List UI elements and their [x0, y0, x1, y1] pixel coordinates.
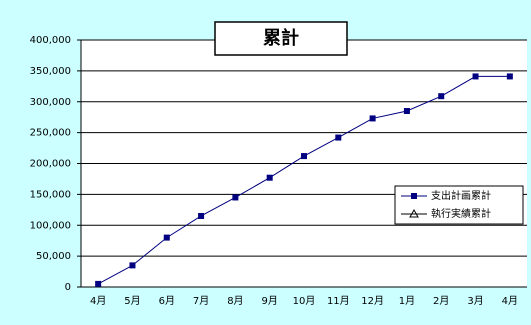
marker — [403, 108, 410, 115]
y-tick-label: 0 — [65, 282, 71, 293]
marker — [198, 212, 205, 219]
marker — [472, 73, 479, 80]
y-tick-label: 350,000 — [30, 66, 71, 77]
x-tick-label: 9月 — [262, 295, 278, 307]
x-tick-label: 1月 — [399, 295, 415, 307]
x-tick-label: 7月 — [193, 295, 209, 307]
y-tick-label: 250,000 — [30, 128, 71, 139]
legend-marker — [411, 193, 417, 199]
y-tick-label: 150,000 — [30, 189, 71, 200]
legend-marker — [409, 208, 419, 218]
x-tick-label: 3月 — [467, 295, 483, 307]
marker — [129, 262, 136, 269]
y-tick-label: 100,000 — [30, 220, 71, 231]
chart-title: 累計 — [263, 27, 299, 49]
x-tick-label: 4月 — [90, 295, 106, 307]
x-tick-label: 8月 — [227, 295, 243, 307]
y-tick-label: 400,000 — [30, 35, 71, 46]
x-tick-label: 4月 — [502, 295, 518, 307]
marker — [438, 93, 445, 100]
legend-label: 執行実績累計 — [431, 207, 491, 220]
legend-label: 支出計画累計 — [431, 189, 491, 202]
x-tick-label: 11月 — [327, 295, 350, 307]
y-tick-label: 300,000 — [30, 97, 71, 108]
marker — [232, 194, 239, 201]
marker — [335, 134, 342, 141]
marker — [506, 73, 513, 80]
marker — [369, 115, 376, 122]
marker — [266, 174, 273, 181]
marker — [95, 280, 102, 287]
marker — [163, 234, 170, 241]
title-box — [214, 21, 348, 56]
y-tick-label: 50,000 — [36, 251, 71, 262]
x-tick-label: 6月 — [159, 295, 175, 307]
x-tick-label: 2月 — [433, 295, 449, 307]
y-tick-label: 200,000 — [30, 159, 71, 170]
x-tick-label: 12月 — [361, 295, 384, 307]
x-tick-label: 10月 — [293, 295, 316, 307]
x-tick-label: 5月 — [124, 295, 140, 307]
legend-box — [394, 185, 524, 225]
marker — [301, 153, 307, 160]
